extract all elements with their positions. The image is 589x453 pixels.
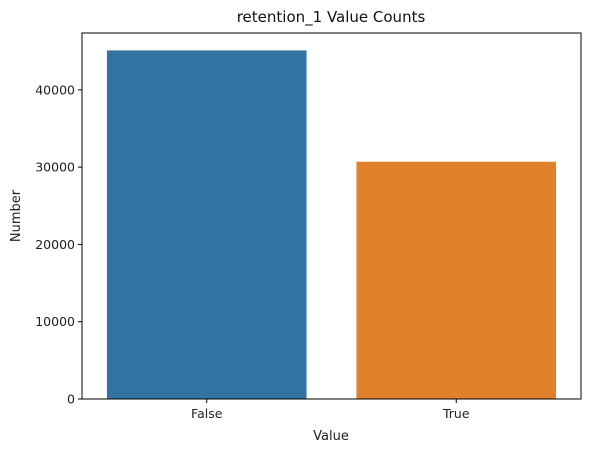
y-tick-label: 40000 [35,82,75,97]
x-tick-label: True [442,406,470,421]
plot-frame [81,32,582,400]
y-axis-ticks: 0 10000 20000 30000 40000 [35,82,82,407]
x-tick-label: False [191,406,223,421]
y-tick-label: 0 [67,392,75,407]
chart-title: retention_1 Value Counts [237,8,426,27]
bars-group [106,50,557,400]
bar-false [106,50,307,400]
x-axis-label: Value [313,429,349,444]
bar-true [356,161,557,399]
plot-area: 0 10000 20000 30000 40000 False True [35,32,582,421]
y-tick-label: 20000 [35,237,75,252]
y-tick-label: 30000 [35,160,75,175]
x-axis-ticks: False True [191,399,470,421]
y-axis-label: Number [9,189,24,242]
y-tick-label: 10000 [35,314,75,329]
